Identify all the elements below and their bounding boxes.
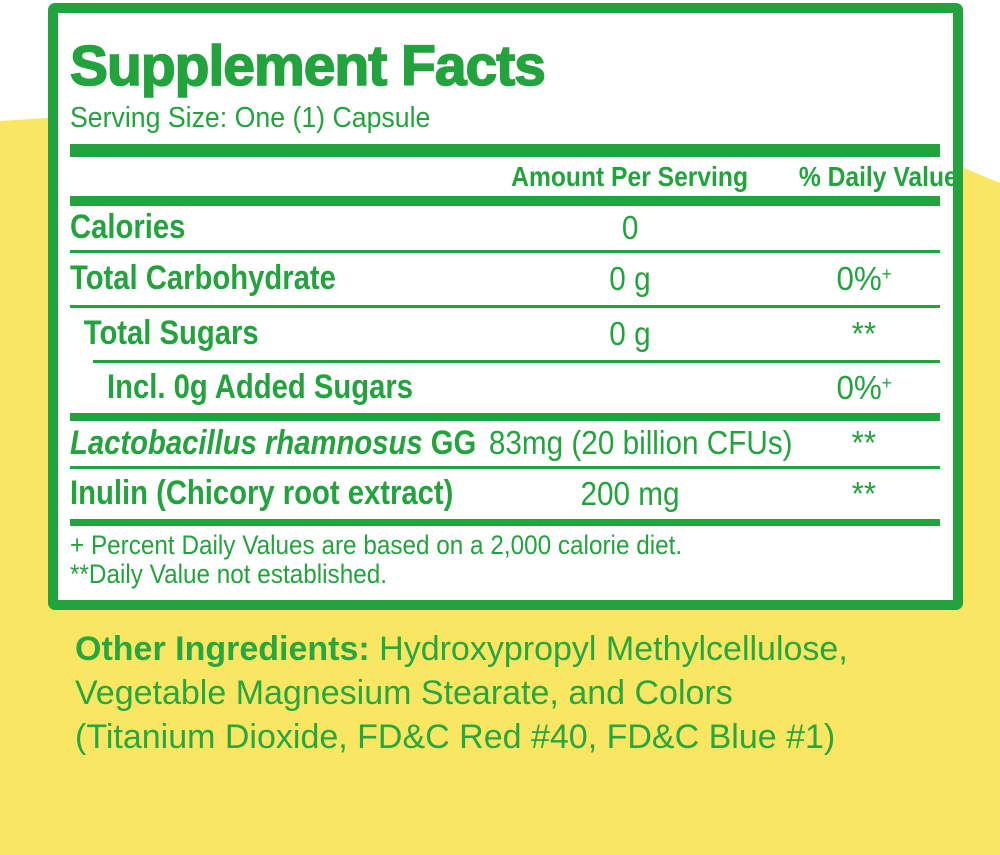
row-amount: 0	[621, 208, 639, 246]
footnote: **Daily Value not established.	[70, 558, 387, 589]
separator-thick	[70, 143, 940, 157]
separator	[70, 465, 940, 469]
separator-thick	[70, 195, 940, 206]
table-row: Calories 0	[70, 206, 940, 250]
supplement-facts-panel: Supplement Facts Serving Size: One (1) C…	[48, 3, 963, 610]
table-row: Total Sugars 0 g **	[70, 308, 940, 360]
column-header-row: Amount Per Serving % Daily Value	[70, 157, 958, 196]
row-label: Lactobacillus rhamnosus GG	[70, 423, 477, 462]
row-daily-value: **	[851, 314, 877, 352]
other-ingredients-line: Vegetable Magnesium Stearate, and Colors	[75, 674, 733, 712]
row-amount: 200 mg	[580, 474, 680, 512]
footnote: + Percent Daily Values are based on a 2,…	[70, 529, 683, 560]
row-label: Calories	[70, 208, 186, 247]
other-ingredients: Other Ingredients: Hydroxypropyl Methylc…	[75, 627, 965, 759]
separator	[70, 304, 940, 308]
table-row: Incl. 0g Added Sugars 0%+	[70, 363, 940, 413]
facts-table: Calories 0 Total Carbohydrate 0 g 0%+ Total S…	[70, 206, 940, 526]
separator	[70, 518, 940, 526]
panel-title: Supplement Facts	[69, 33, 547, 98]
row-amount: 0 g	[609, 314, 651, 352]
row-daily-value: 0%+	[836, 368, 892, 406]
footnotes: + Percent Daily Values are based on a 2,…	[70, 529, 940, 589]
separator	[70, 249, 940, 253]
separator	[70, 412, 940, 421]
table-row: Lactobacillus rhamnosus GG 83mg (20 billi…	[70, 421, 940, 466]
column-header-daily-value: % Daily Value	[798, 160, 958, 192]
row-daily-value: **	[851, 424, 877, 462]
table-row: Inulin (Chicory root extract) 200 mg **	[70, 469, 940, 519]
row-daily-value: **	[851, 474, 877, 512]
row-amount: 83mg (20 billion CFUs)	[488, 424, 793, 462]
column-header-amount: Amount Per Serving	[511, 160, 749, 192]
other-ingredients-line: (Titanium Dioxide, FD&C Red #40, FD&C Bl…	[75, 718, 836, 756]
other-ingredients-line: Other Ingredients: Hydroxypropyl Methylc…	[75, 630, 848, 668]
row-label: Inulin (Chicory root extract)	[70, 474, 454, 513]
serving-size: Serving Size: One (1) Capsule	[70, 101, 431, 134]
row-daily-value: 0%+	[836, 259, 892, 297]
table-row: Total Carbohydrate 0 g 0%+	[70, 253, 940, 305]
separator	[93, 359, 940, 363]
row-label: Total Sugars	[83, 314, 259, 353]
row-label: Incl. 0g Added Sugars	[106, 368, 413, 407]
row-amount: 0 g	[609, 259, 651, 297]
other-ingredients-label: Other Ingredients:	[75, 630, 370, 668]
row-label: Total Carbohydrate	[70, 259, 336, 298]
